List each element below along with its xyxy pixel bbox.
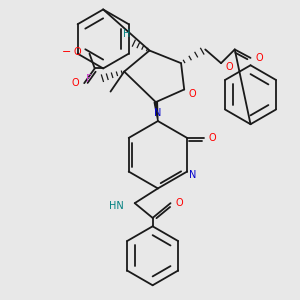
Text: H: H xyxy=(123,29,130,39)
Text: O: O xyxy=(72,78,80,88)
Text: N: N xyxy=(189,170,196,180)
Text: O: O xyxy=(73,46,81,57)
Text: O: O xyxy=(189,89,196,99)
Text: N: N xyxy=(154,108,162,118)
Text: O: O xyxy=(175,198,183,208)
Text: −: − xyxy=(61,46,71,57)
Text: F: F xyxy=(86,74,92,84)
Polygon shape xyxy=(154,102,158,121)
Text: O: O xyxy=(208,133,216,143)
Text: O: O xyxy=(226,62,233,72)
Text: O: O xyxy=(255,53,263,63)
Text: HN: HN xyxy=(110,201,124,211)
